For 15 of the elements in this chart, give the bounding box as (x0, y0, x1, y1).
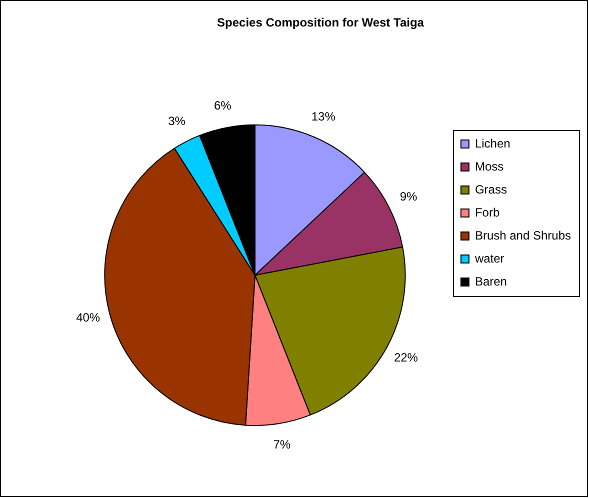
legend-label: Lichen (474, 136, 510, 150)
legend-label: Forb (474, 205, 500, 220)
legend-label: Moss (474, 159, 504, 174)
data-label: 3% (168, 114, 186, 128)
legend-label: water (474, 251, 504, 266)
legend-label: Grass (474, 182, 507, 196)
data-label: 7% (273, 438, 291, 452)
data-label: 40% (76, 310, 100, 324)
data-label: 9% (400, 189, 418, 204)
chart-title: Species Composition for West Taiga (217, 16, 424, 30)
data-label: 6% (214, 98, 232, 112)
legend-label: Brush and Shrubs (474, 228, 572, 242)
legend-label: Baren (474, 274, 507, 288)
data-label: 22% (394, 350, 418, 365)
data-label: 13% (311, 109, 336, 124)
